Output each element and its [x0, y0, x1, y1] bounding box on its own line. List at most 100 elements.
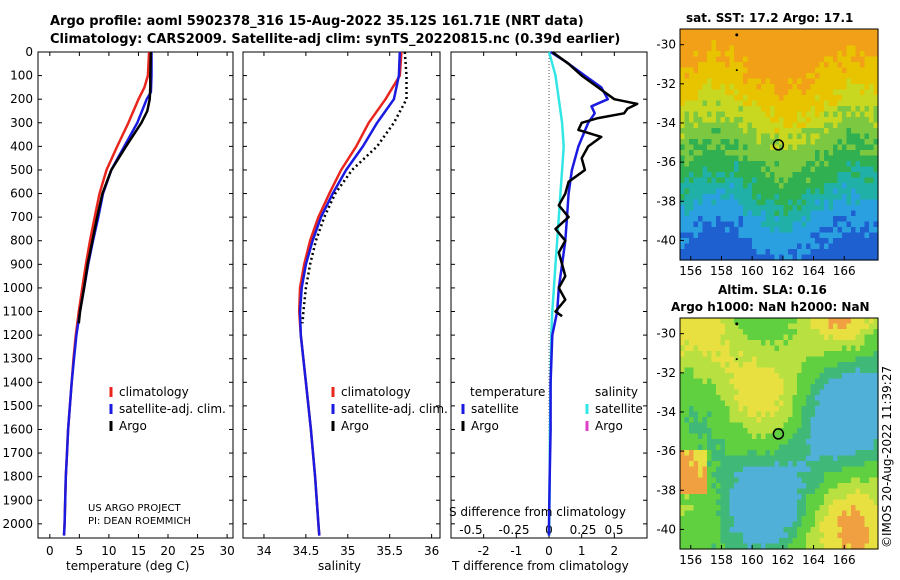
map-cell	[801, 433, 807, 440]
map-cell	[869, 238, 875, 245]
map-cell	[842, 122, 848, 129]
map-cell	[837, 84, 843, 91]
map-cell	[828, 351, 834, 358]
map-cell	[738, 521, 744, 528]
map-cell	[842, 106, 848, 113]
map-cell	[860, 243, 866, 250]
map-cell	[783, 45, 789, 52]
sst_map-field	[680, 29, 879, 261]
map-cell	[680, 128, 686, 135]
map-cell	[707, 73, 713, 80]
map-cell	[770, 227, 776, 234]
map-cell	[756, 128, 762, 135]
map-cell	[833, 45, 839, 52]
map-cell	[855, 455, 861, 462]
map-cell	[846, 166, 852, 173]
map-cell	[716, 527, 722, 534]
map-y-tick-label: -32	[656, 366, 676, 380]
map-cell	[806, 433, 812, 440]
map-cell	[707, 318, 713, 325]
map-cell	[860, 188, 866, 195]
map-cell	[752, 100, 758, 107]
map-cell	[806, 216, 812, 223]
map-cell	[716, 155, 722, 162]
map-cell	[779, 221, 785, 228]
map-cell	[702, 150, 708, 157]
map-cell	[801, 150, 807, 157]
map-cell	[851, 205, 857, 212]
map-x-tick-label: 166	[833, 264, 856, 278]
map-cell	[752, 133, 758, 140]
map-cell	[819, 510, 825, 517]
map-cell	[684, 477, 690, 484]
map-cell	[824, 238, 830, 245]
map-cell	[819, 334, 825, 341]
map-cell	[734, 62, 740, 69]
map-cell	[693, 111, 699, 118]
legend-label-sal-climatology: climatology	[341, 385, 411, 399]
map-cell	[851, 389, 857, 396]
map-cell	[680, 439, 686, 446]
map-cell	[801, 144, 807, 151]
map-cell	[842, 367, 848, 374]
map-cell	[779, 543, 785, 550]
map-cell	[765, 227, 771, 234]
map-cell	[824, 45, 830, 52]
map-cell	[873, 34, 879, 41]
map-cell	[792, 232, 798, 239]
map-cell	[707, 488, 713, 495]
map-cell	[684, 461, 690, 468]
map-cell	[837, 428, 843, 435]
map-cell	[738, 166, 744, 173]
map-cell	[680, 254, 686, 261]
map-cell	[765, 122, 771, 129]
map-cell	[851, 516, 857, 523]
map-cell	[824, 227, 830, 234]
map-cell	[689, 466, 695, 473]
map-cell	[860, 395, 866, 402]
map-cell	[765, 351, 771, 358]
map-cell	[720, 161, 726, 168]
map-cell	[869, 216, 875, 223]
map-cell	[774, 254, 780, 261]
map-cell	[824, 194, 830, 201]
map-cell	[689, 472, 695, 479]
map-cell	[774, 444, 780, 451]
map-cell	[693, 400, 699, 407]
map-cell	[860, 183, 866, 190]
map-cell	[770, 117, 776, 124]
map-cell	[707, 122, 713, 129]
map-cell	[860, 505, 866, 512]
map-cell	[774, 461, 780, 468]
map-cell	[806, 210, 812, 217]
map-cell	[765, 329, 771, 336]
map-cell	[743, 543, 749, 550]
map-cell	[846, 238, 852, 245]
map-cell	[846, 351, 852, 358]
map-cell	[792, 34, 798, 41]
map-cell	[680, 516, 686, 523]
map-cell	[810, 166, 816, 173]
map-cell	[873, 329, 879, 336]
sla_map-frame	[679, 317, 879, 550]
map-cell	[702, 232, 708, 239]
map-cell	[788, 254, 794, 261]
map-cell	[833, 89, 839, 96]
map-cell	[738, 433, 744, 440]
map-cell	[824, 166, 830, 173]
map-cell	[774, 400, 780, 407]
map-cell	[819, 516, 825, 523]
map-cell	[752, 444, 758, 451]
map-cell	[720, 62, 726, 69]
map-cell	[846, 194, 852, 201]
map-cell	[837, 477, 843, 484]
map-cell	[765, 411, 771, 418]
map-cell	[729, 122, 735, 129]
map-cell	[738, 527, 744, 534]
map-cell	[860, 318, 866, 325]
x-tick-label-temperature: 30	[219, 544, 234, 558]
map-cell	[797, 384, 803, 391]
y-tick-label: 500	[10, 163, 33, 177]
map-cell	[765, 51, 771, 58]
map-cell	[801, 384, 807, 391]
